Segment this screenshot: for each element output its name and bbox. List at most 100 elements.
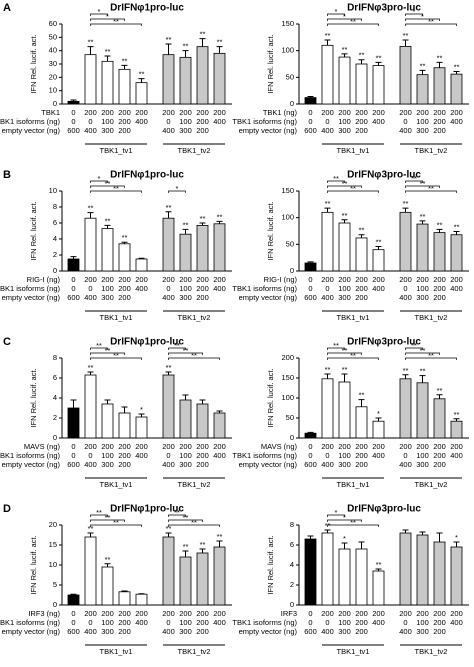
dose: 400: [162, 460, 175, 469]
dose: 200: [135, 275, 148, 284]
significance: **: [166, 524, 172, 533]
y-tick-label: 6: [53, 373, 57, 382]
error-bar: [87, 532, 94, 537]
bar: [355, 63, 368, 105]
bracket: [405, 18, 440, 21]
dose: 200: [338, 609, 351, 618]
significance: **: [359, 226, 365, 235]
group-label: TBK1_tv1: [100, 480, 133, 489]
group-label: TBK1_tv2: [415, 146, 448, 155]
bracket-label: **: [333, 174, 339, 183]
bracket-label: *: [343, 12, 346, 21]
y-tick-label: 20: [49, 72, 57, 81]
significance: **: [139, 70, 145, 79]
dose: 200: [162, 108, 175, 117]
bracket: [327, 519, 362, 522]
y-tick-label: 50: [286, 72, 294, 81]
dose: 200: [118, 442, 131, 451]
dose: 200: [118, 460, 131, 469]
dose: 300: [338, 460, 351, 469]
dose: 200: [179, 609, 192, 618]
error-bar: [341, 53, 348, 58]
dose: 200: [355, 275, 368, 284]
bracket-label: **: [411, 174, 417, 183]
significance: **: [88, 38, 94, 47]
significance: **: [88, 363, 94, 372]
error-bar: [307, 431, 314, 434]
error-bar: [402, 39, 409, 47]
dose: 200: [433, 126, 446, 135]
bar: [450, 73, 463, 105]
bracket: [168, 519, 203, 522]
bracket: [90, 190, 142, 193]
panel: DrIFNφ3pro-luc IFN Rel. lucif. act. 0 50 100…: [232, 337, 469, 489]
dose: 200: [355, 284, 368, 293]
dose: 200: [433, 442, 446, 451]
error-bar: [324, 39, 331, 46]
bar: [399, 211, 412, 272]
y-tick-label: 0: [53, 433, 57, 442]
bracket: [405, 13, 423, 16]
dose: 200: [416, 442, 429, 451]
bracket-label: *: [106, 12, 109, 21]
bracket: [90, 180, 108, 183]
significance: *: [377, 409, 380, 418]
bar: [338, 56, 351, 105]
bar: [162, 536, 175, 606]
significance: **: [217, 212, 223, 221]
dose: 300: [179, 293, 192, 302]
dose: 200: [84, 442, 97, 451]
bar: [321, 532, 334, 606]
dose: 400: [399, 627, 412, 636]
bar: [338, 222, 351, 272]
bracket-label: **: [428, 351, 434, 360]
y-axis-label: IFN Rel. lucif. act.: [266, 201, 275, 260]
bracket: [168, 524, 220, 527]
error-bar: [104, 563, 111, 567]
dose: 0: [308, 275, 312, 284]
error-bar: [307, 96, 314, 98]
bracket: [168, 352, 203, 355]
significance: **: [359, 391, 365, 400]
dose: 200: [433, 618, 446, 627]
error-bar: [216, 220, 223, 224]
dose: 100: [101, 618, 114, 627]
panel-letter: A: [3, 2, 11, 14]
dose: 400: [450, 618, 463, 627]
error-bar: [199, 399, 206, 404]
dose: 200: [84, 108, 97, 117]
dose: 200: [399, 108, 412, 117]
error-bar: [104, 55, 111, 62]
dose: 0: [71, 618, 75, 627]
error-bar: [341, 219, 348, 223]
group-label: TBK1_tv2: [415, 313, 448, 322]
bracket: [90, 13, 108, 16]
y-axis-label: IFN Rel. lucif. act.: [266, 535, 275, 594]
bracket-label: **: [96, 341, 102, 350]
bar: [135, 416, 148, 439]
dose: 600: [67, 460, 80, 469]
bracket: [405, 180, 423, 183]
bracket: [405, 347, 423, 350]
panel: D DrIFNφ1pro-luc IFN Rel. lucif. act. 0 5 10 1…: [0, 503, 232, 656]
bracket-label: **: [113, 184, 119, 193]
y-axis-label: IFN Rel. lucif. act.: [29, 201, 38, 260]
dose: 200: [338, 108, 351, 117]
y-tick-label: 2: [53, 250, 57, 259]
significance: **: [325, 365, 331, 374]
error-bar: [402, 207, 409, 213]
dose: 100: [101, 451, 114, 460]
bracket-label: **: [420, 179, 426, 188]
error-bar: [375, 61, 382, 66]
bar: [433, 232, 446, 272]
dose: 200: [118, 284, 131, 293]
error-bar: [419, 531, 426, 535]
dose: 400: [162, 126, 175, 135]
y-axis-label: IFN Rel. lucif. act.: [266, 34, 275, 93]
bar: [416, 223, 429, 272]
error-bar: [341, 542, 348, 549]
bar: [67, 100, 80, 105]
bracket-label: **: [350, 351, 356, 360]
significance: **: [122, 56, 128, 65]
y-tick-label: 0: [290, 99, 294, 108]
